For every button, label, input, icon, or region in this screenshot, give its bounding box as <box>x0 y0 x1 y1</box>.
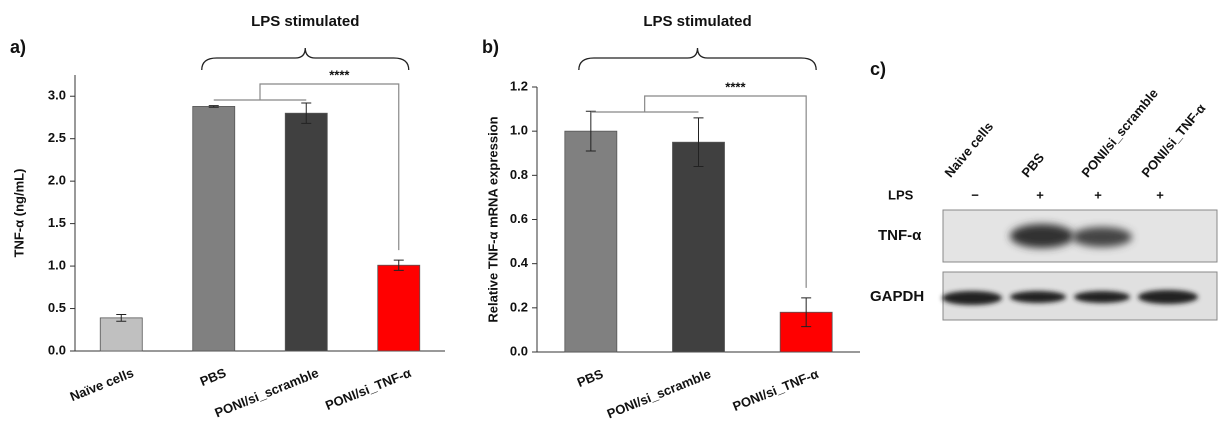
y-tick-label: 3.0 <box>48 88 66 103</box>
treatment-sign: + <box>1094 187 1102 202</box>
y-tick-label: 2.5 <box>48 130 66 145</box>
y-tick-label: 0.8 <box>510 167 528 182</box>
y-axis-label: TNF-α (ng/mL) <box>11 169 26 258</box>
bar <box>285 113 327 351</box>
y-axis-label: Relative TNF-α mRNA expression <box>485 116 500 322</box>
y-tick-label: 0.0 <box>48 342 66 357</box>
x-tick-label: PBS <box>575 366 606 390</box>
row-label: GAPDH <box>870 288 924 305</box>
bar <box>193 106 235 351</box>
y-tick-label: 0.2 <box>510 299 528 314</box>
y-tick-label: 0.0 <box>510 343 528 358</box>
y-tick-label: 1.0 <box>48 258 66 273</box>
band <box>1138 290 1198 304</box>
band <box>1010 291 1066 303</box>
band <box>1072 227 1132 247</box>
lane-label: PBS <box>1018 150 1047 180</box>
panel-label: a) <box>10 37 26 57</box>
bar <box>100 318 142 351</box>
y-tick-label: 0.5 <box>48 300 66 315</box>
bar <box>673 142 725 352</box>
band <box>942 291 1002 305</box>
y-tick-label: 0.4 <box>510 255 529 270</box>
band <box>1074 291 1130 303</box>
x-tick-label: PONI/si_scramble <box>605 366 713 421</box>
brace <box>579 48 816 70</box>
treatment-sign: + <box>1156 187 1164 202</box>
treatment-label: LPS <box>888 187 914 202</box>
brace <box>202 48 409 70</box>
row-label: TNF-α <box>878 227 922 244</box>
treatment-sign: − <box>971 187 979 202</box>
panel-label: b) <box>482 37 499 57</box>
y-tick-label: 0.6 <box>510 211 528 226</box>
y-tick-label: 1.5 <box>48 215 66 230</box>
y-tick-label: 1.0 <box>510 123 528 138</box>
bar <box>378 265 420 351</box>
treatment-sign: + <box>1036 187 1044 202</box>
chart-title: LPS stimulated <box>643 13 751 30</box>
x-tick-label: PONI/si_TNF-α <box>323 365 413 413</box>
figure: c) Naive cells PBS PONI/si_scramble PONI… <box>0 0 1230 441</box>
panel-label: c) <box>870 59 886 79</box>
x-tick-label: PONI/si_TNF-α <box>731 366 821 414</box>
lane-label: PONI/si_TNF-α <box>1138 101 1208 180</box>
y-tick-label: 2.0 <box>48 173 66 188</box>
band <box>1010 224 1074 248</box>
significance-label: **** <box>329 67 350 82</box>
x-tick-label: PONI/si_scramble <box>213 365 321 420</box>
x-tick-label: Naïve cells <box>68 365 136 404</box>
y-tick-label: 1.2 <box>510 78 528 93</box>
chart-title: LPS stimulated <box>251 13 359 30</box>
x-tick-label: PBS <box>198 365 229 389</box>
bar <box>565 131 617 352</box>
lane-label: Naive cells <box>941 119 996 180</box>
significance-label: **** <box>725 79 746 94</box>
